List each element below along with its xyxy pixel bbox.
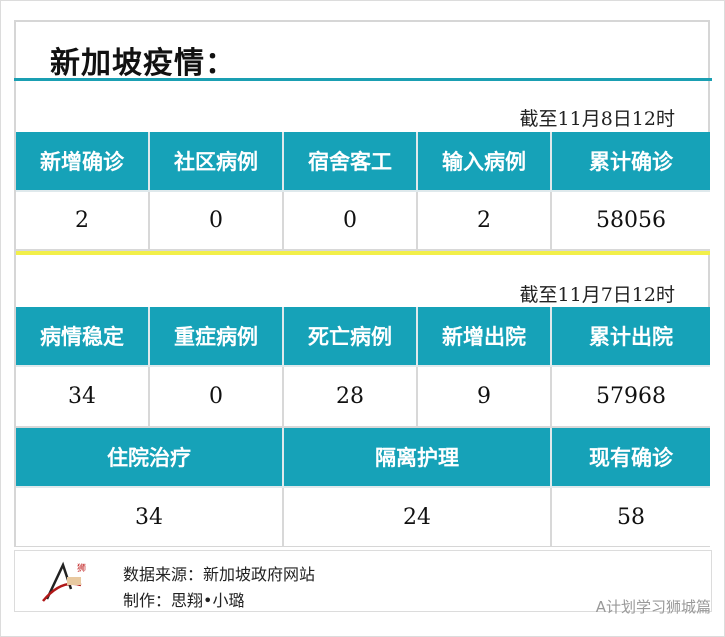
section-divider [16, 251, 710, 255]
header-cell: 住院治疗 [16, 428, 284, 488]
value-cell: 0 [150, 367, 284, 428]
value-row-2: 34 0 28 9 57968 [16, 367, 710, 428]
header-cell: 重症病例 [150, 307, 284, 367]
author-credit: 制作：思翔•小璐 [123, 591, 245, 610]
header-cell: 宿舍客工 [284, 132, 418, 192]
header-cell: 隔离护理 [284, 428, 552, 488]
value-cell: 2 [418, 192, 552, 251]
header-cell: 现有确诊 [552, 428, 710, 488]
header-cell: 累计出院 [552, 307, 710, 367]
header-cell: 社区病例 [150, 132, 284, 192]
value-row-1: 2 0 0 2 58056 [16, 192, 710, 251]
value-cell: 58056 [552, 192, 710, 251]
value-cell: 34 [16, 488, 284, 546]
value-cell: 2 [16, 192, 150, 251]
header-cell: 新增确诊 [16, 132, 150, 192]
footer: 狮 数据来源：新加坡政府网站 制作：思翔•小璐 [14, 550, 712, 612]
value-cell: 24 [284, 488, 552, 546]
value-cell: 9 [418, 367, 552, 428]
title-underline [14, 78, 712, 81]
header-cell: 输入病例 [418, 132, 552, 192]
date-label-2: 截至11月7日12时 [519, 284, 675, 306]
header-cell: 死亡病例 [284, 307, 418, 367]
header-cell: 累计确诊 [552, 132, 710, 192]
value-cell: 0 [284, 192, 418, 251]
data-source: 数据来源：新加坡政府网站 [123, 565, 316, 584]
value-row-3: 34 24 58 [16, 488, 710, 546]
svg-text:狮: 狮 [77, 563, 86, 574]
value-cell: 57968 [552, 367, 710, 428]
header-row-3: 住院治疗 隔离护理 现有确诊 [16, 428, 710, 488]
value-cell: 34 [16, 367, 150, 428]
date-label-1: 截至11月8日12时 [519, 108, 675, 130]
value-cell: 0 [150, 192, 284, 251]
value-cell: 28 [284, 367, 418, 428]
logo-icon: 狮 [42, 561, 86, 602]
header-row-1: 新增确诊 社区病例 宿舍客工 输入病例 累计确诊 [16, 132, 710, 192]
header-cell: 新增出院 [418, 307, 552, 367]
header-row-2: 病情稳定 重症病例 死亡病例 新增出院 累计出院 [16, 307, 710, 367]
value-cell: 58 [552, 488, 710, 546]
header-cell: 病情稳定 [16, 307, 150, 367]
watermark: A计划学习狮城篇 [595, 598, 711, 616]
page-title: 新加坡疫情： [50, 46, 236, 81]
